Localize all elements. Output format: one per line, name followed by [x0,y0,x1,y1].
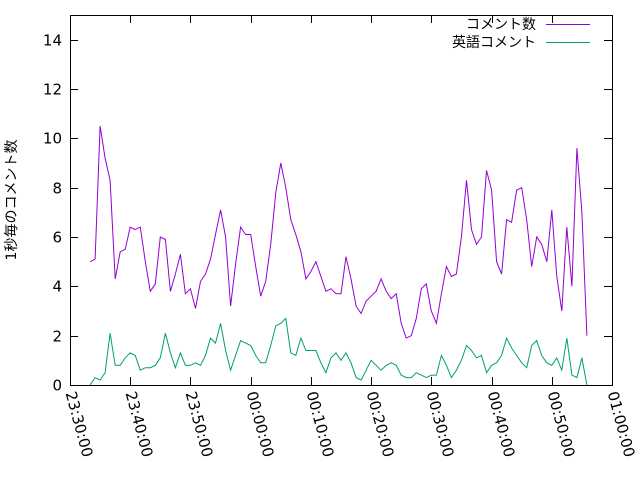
y-tick-label: 6 [52,229,62,247]
y-tick-label: 10 [43,130,62,148]
y-tick-label: 4 [52,278,62,296]
y-axis-label: 1秒毎のコメント数 [4,140,20,261]
y-tick-label: 2 [52,328,62,346]
y-tick-label: 0 [52,377,62,395]
y-tick-label: 14 [43,32,62,50]
y-tick-label: 12 [43,81,62,99]
legend-label: コメント数 [466,17,536,33]
legend-label: 英語コメント [452,34,536,51]
series-layer [89,125,588,386]
series-line-2 [89,317,588,386]
plot-frame [70,15,613,386]
y-tick-label: 8 [52,180,62,198]
series-line-1 [89,125,588,339]
